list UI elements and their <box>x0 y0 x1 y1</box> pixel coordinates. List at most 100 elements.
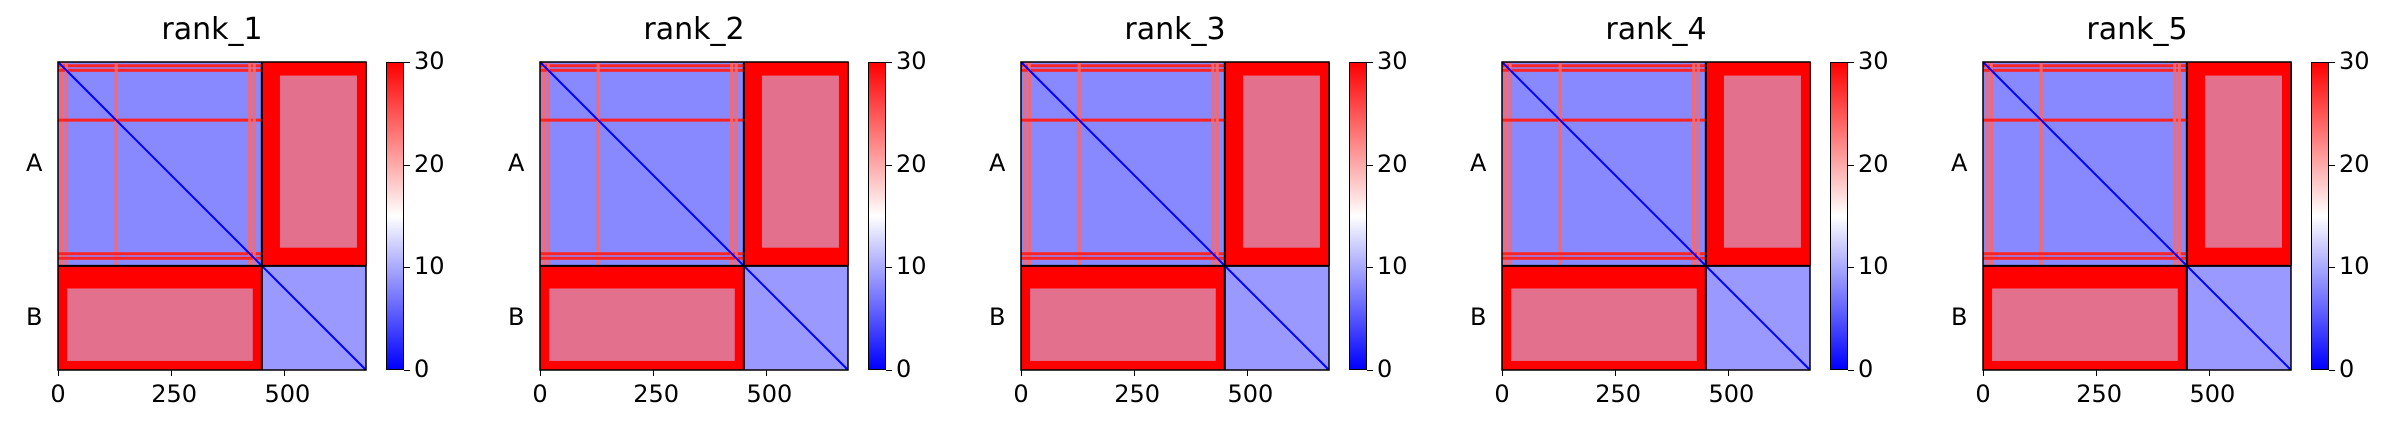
x-tick-mark <box>2209 370 2211 376</box>
heat-stripe-v <box>734 62 738 266</box>
colorbar-tick <box>886 267 892 269</box>
heat-stripe-v <box>60 62 64 266</box>
heat-region <box>761 75 839 248</box>
heat-stripe-v <box>730 62 734 266</box>
colorbar-tick-label: 0 <box>1858 355 1874 383</box>
heat-region <box>67 288 253 361</box>
heat-stripe-v <box>114 62 118 266</box>
heat-stripe-h <box>1021 256 1225 260</box>
x-tick-label: 0 <box>50 380 66 408</box>
x-tick-label: 500 <box>2189 380 2236 408</box>
x-tick-label: 0 <box>1013 380 1029 408</box>
colorbar <box>2311 62 2329 370</box>
heat-stripe-h <box>58 118 262 122</box>
y-tick-label: A <box>26 148 43 177</box>
colorbar-tick <box>886 62 892 63</box>
y-tick-label: B <box>26 302 43 331</box>
heat-stripe-h <box>58 68 262 72</box>
colorbar-tick-label: 30 <box>1377 47 1408 75</box>
x-tick-mark <box>1021 370 1022 376</box>
heat-stripe-v <box>1692 62 1696 266</box>
x-tick-label: 500 <box>1708 380 1755 408</box>
x-tick-label: 0 <box>1494 380 1510 408</box>
x-tick-mark <box>58 370 59 376</box>
heat-stripe-h <box>540 256 744 260</box>
heat-stripe-h <box>1021 68 1225 72</box>
heat-stripe-v <box>248 62 252 266</box>
heat-region <box>1511 288 1697 361</box>
heat-stripe-v <box>546 62 550 266</box>
pae-heatmap <box>57 61 367 371</box>
x-tick-mark <box>1247 370 1249 376</box>
heat-stripe-v <box>2177 62 2181 266</box>
colorbar-tick <box>1367 164 1373 166</box>
plot-frame <box>1982 61 2292 371</box>
colorbar-tick-label: 10 <box>896 252 927 281</box>
diagonal-line <box>57 61 367 371</box>
colorbar-tick <box>1367 370 1373 371</box>
x-tick-label: 250 <box>151 380 198 408</box>
pae-heatmap <box>1020 61 1330 371</box>
x-tick-mark <box>540 370 541 376</box>
chart-title: rank_4 <box>1605 12 1707 47</box>
x-tick-mark <box>1728 370 1730 376</box>
x-tick-label: 0 <box>1975 380 1991 408</box>
colorbar <box>868 62 886 370</box>
x-tick-mark <box>1983 370 1984 376</box>
heat-stripe-v <box>2039 62 2043 266</box>
heat-stripe-h <box>540 68 744 72</box>
pae-heatmap <box>1501 61 1811 371</box>
colorbar-tick-label: 20 <box>1858 149 1889 178</box>
plot-frame <box>1501 61 1811 371</box>
colorbar <box>1349 62 1367 370</box>
colorbar-tick-label: 30 <box>2339 47 2370 75</box>
x-tick-mark <box>653 370 655 376</box>
colorbar-tick-label: 30 <box>1858 47 1889 75</box>
heat-stripe-h <box>540 252 744 256</box>
colorbar-tick-label: 0 <box>1377 355 1393 383</box>
heat-region <box>549 288 735 361</box>
heat-region <box>1242 75 1320 248</box>
diagonal-line <box>1501 61 1811 371</box>
colorbar-tick-label: 30 <box>896 47 927 75</box>
colorbar-tick <box>404 164 410 166</box>
plot-frame <box>1020 61 1330 371</box>
heat-stripe-v <box>1027 62 1031 266</box>
colorbar-tick <box>1848 370 1854 371</box>
colorbar-tick <box>404 62 410 63</box>
heat-stripe-v <box>1211 62 1215 266</box>
plot-frame <box>57 61 367 371</box>
pae-heatmap <box>1982 61 2292 371</box>
heat-stripe-h <box>1983 118 2187 122</box>
heat-region <box>1992 288 2178 361</box>
heat-stripe-v <box>1077 62 1081 266</box>
colorbar-tick <box>2329 62 2335 63</box>
heat-region <box>1723 75 1801 248</box>
heat-stripe-v <box>1504 62 1508 266</box>
heat-stripe-h <box>1021 64 1225 68</box>
colorbar-tick <box>1367 267 1373 269</box>
heat-region <box>279 75 357 248</box>
y-tick-label: B <box>508 302 525 331</box>
pae-heatmap <box>539 61 849 371</box>
plot-frame <box>539 61 849 371</box>
y-tick-label: B <box>989 302 1006 331</box>
colorbar-tick-label: 30 <box>414 47 445 75</box>
colorbar-tick <box>886 370 892 371</box>
chart-title: rank_1 <box>161 12 263 47</box>
heat-stripe-v <box>1508 62 1512 266</box>
x-tick-label: 250 <box>1595 380 1642 408</box>
heat-stripe-h <box>1021 118 1225 122</box>
colorbar-tick-label: 10 <box>414 252 445 281</box>
x-tick-mark <box>171 370 173 376</box>
heat-stripe-h <box>1502 256 1706 260</box>
chart-panel: rank_3 A B 0 250 500 0 10 20 30 <box>989 0 1501 438</box>
heat-stripe-v <box>1215 62 1219 266</box>
colorbar-tick-label: 20 <box>414 149 445 178</box>
x-tick-label: 250 <box>2076 380 2123 408</box>
colorbar-tick-label: 10 <box>1858 252 1889 281</box>
heat-region <box>1030 288 1216 361</box>
heat-stripe-v <box>1989 62 1993 266</box>
chart-title: rank_3 <box>1124 12 1226 47</box>
